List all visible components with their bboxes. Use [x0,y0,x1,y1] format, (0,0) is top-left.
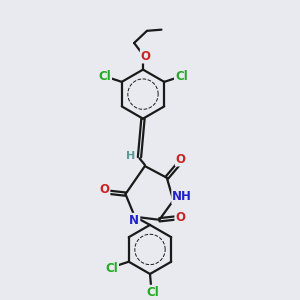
Text: Cl: Cl [146,286,159,299]
Text: H: H [126,151,135,160]
Text: Cl: Cl [105,262,118,275]
Text: N: N [129,214,140,227]
Text: Cl: Cl [175,70,188,83]
Text: O: O [141,50,151,63]
Text: O: O [100,183,110,196]
Text: Cl: Cl [98,70,111,83]
Text: O: O [176,153,186,166]
Text: NH: NH [172,190,192,203]
Text: O: O [176,212,185,224]
